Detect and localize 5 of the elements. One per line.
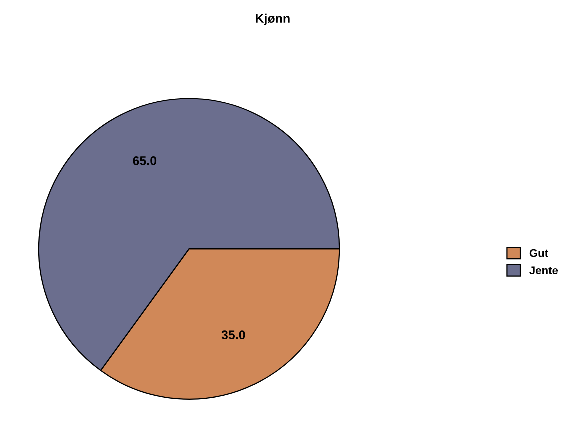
legend-label: Gut bbox=[530, 249, 548, 258]
legend-label: Jente bbox=[530, 266, 558, 275]
data-label: 65.0 bbox=[133, 156, 157, 166]
chart-title: Kjønn bbox=[256, 14, 290, 26]
data-label: 35.0 bbox=[222, 330, 246, 340]
